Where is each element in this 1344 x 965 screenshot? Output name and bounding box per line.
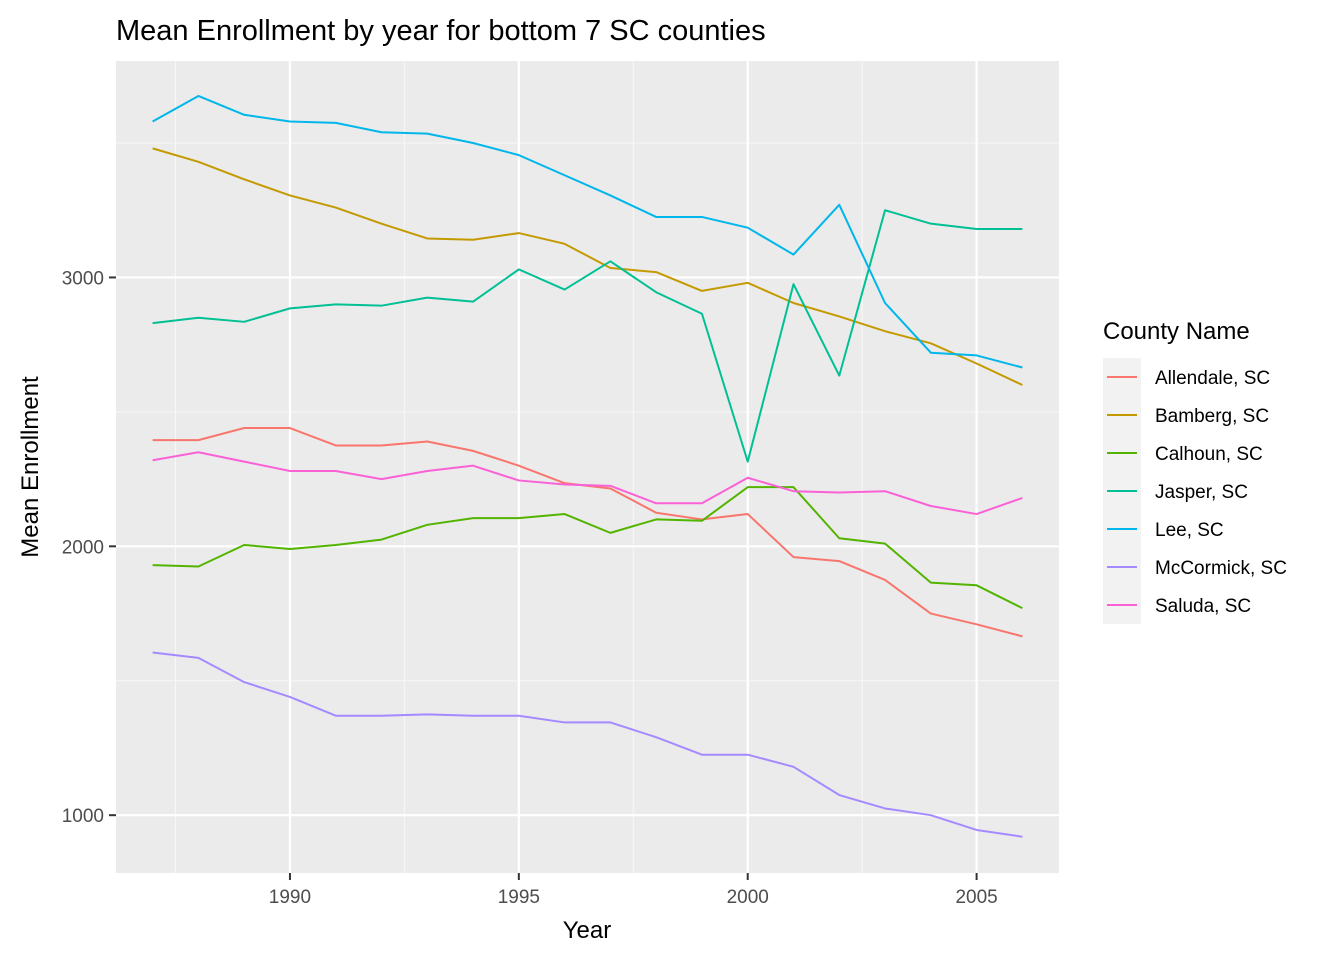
y-tick-label: 1000: [62, 806, 104, 827]
series-line-bamberg-sc: [152, 147, 1023, 386]
plot-panel: [116, 61, 1059, 873]
legend-label: Saluda, SC: [1155, 596, 1251, 617]
x-axis-label: Year: [563, 917, 612, 944]
legend-label: Allendale, SC: [1155, 368, 1270, 389]
series-line-jasper-sc: [152, 209, 1023, 463]
series-line-saluda-sc: [152, 451, 1023, 516]
series-line-mccormick-sc: [152, 651, 1023, 838]
legend-label: Lee, SC: [1155, 520, 1224, 541]
tick-labels: 1990 1995 2000 2005 1000 2000 3000: [62, 268, 998, 908]
series-lines: [152, 94, 1023, 838]
legend-title: County Name: [1103, 318, 1250, 345]
legend-label: Calhoun, SC: [1155, 444, 1263, 465]
series-line-lee-sc: [152, 94, 1023, 369]
axis-ticks: [109, 276, 978, 880]
minor-gridlines: [116, 61, 1059, 873]
y-tick-label: 3000: [62, 268, 104, 289]
series-line-calhoun-sc: [152, 486, 1023, 610]
x-tick-label: 1990: [269, 887, 311, 908]
legend-label: Bamberg, SC: [1155, 406, 1269, 427]
x-tick-label: 2005: [955, 887, 997, 908]
legend-label: McCormick, SC: [1155, 558, 1287, 579]
y-tick-label: 2000: [62, 537, 104, 558]
y-axis-label: Mean Enrollment: [17, 376, 44, 558]
x-tick-label: 2000: [727, 887, 769, 908]
x-tick-label: 1995: [498, 887, 540, 908]
legend-label: Jasper, SC: [1155, 482, 1248, 503]
legend: County Name Allendale, SC Bamberg, SC Calh…: [1103, 318, 1287, 624]
major-gridlines: [116, 61, 1059, 873]
legend-keys: Allendale, SC Bamberg, SC Calhoun, SC Jaspe…: [1103, 358, 1287, 624]
chart-title: Mean Enrollment by year for bottom 7 SC …: [116, 15, 766, 47]
